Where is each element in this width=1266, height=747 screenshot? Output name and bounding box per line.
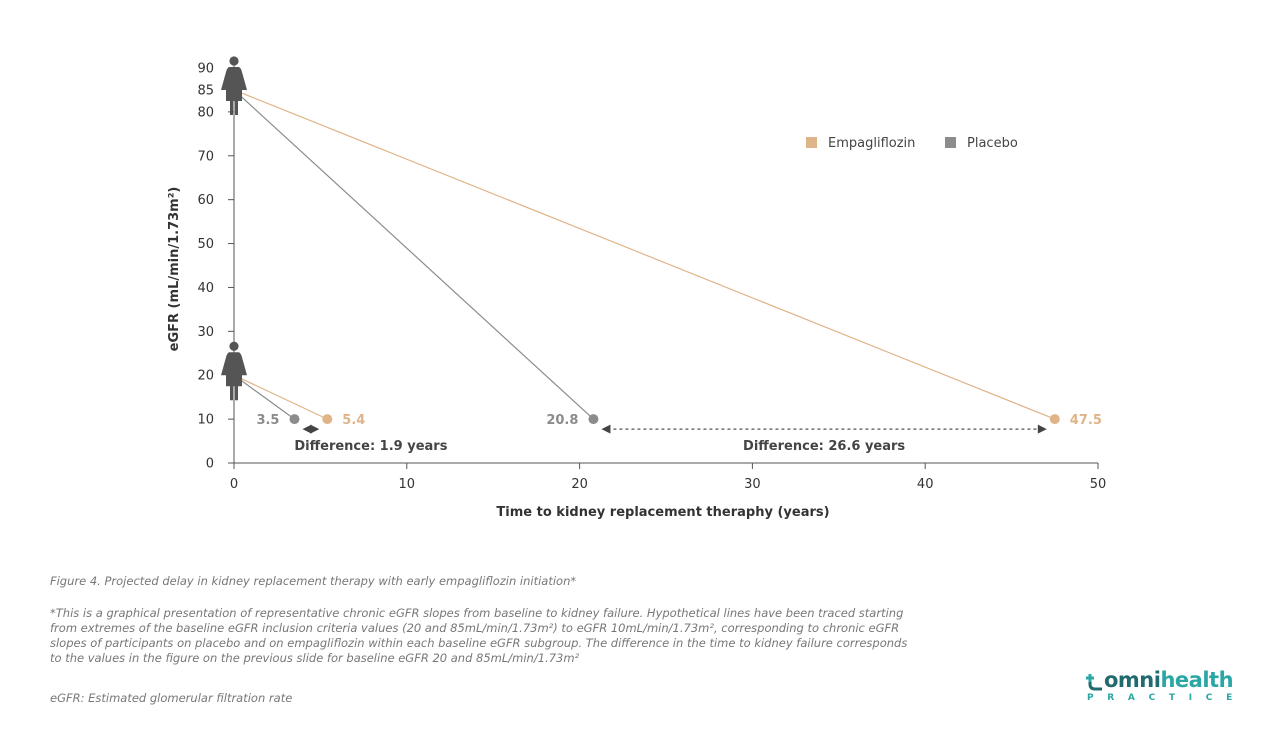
data-label: 5.4 bbox=[342, 413, 365, 428]
y-tick-label: 30 bbox=[197, 325, 214, 340]
series-line-placebo bbox=[233, 89, 594, 420]
figure-footnote: *This is a graphical presentation of rep… bbox=[50, 606, 908, 665]
data-label: 3.5 bbox=[256, 413, 279, 428]
x-tick-label: 40 bbox=[917, 477, 934, 492]
axes bbox=[228, 64, 1099, 469]
logo-wordmark: omnihealth bbox=[1104, 668, 1234, 692]
y-tick-label: 20 bbox=[197, 369, 214, 384]
y-tick-label: 40 bbox=[197, 281, 214, 296]
y-axis-title: eGFR (mL/min/1.73m²) bbox=[167, 187, 182, 352]
y-tick-label: 60 bbox=[197, 193, 214, 208]
y-tick-label: 50 bbox=[197, 237, 214, 252]
figure-caption: Figure 4. Projected delay in kidney repl… bbox=[50, 574, 577, 588]
x-tick-label: 50 bbox=[1090, 477, 1107, 492]
series-line-empagliflozin bbox=[233, 89, 1056, 420]
y-tick-label: 0 bbox=[206, 457, 214, 472]
arrow-head-left bbox=[601, 424, 611, 434]
annotations: Difference: 1.9 years Difference: 26.6 ye… bbox=[294, 424, 1047, 454]
arrow-head-right bbox=[1037, 424, 1047, 434]
y-tick-label: 10 bbox=[197, 413, 214, 428]
data-point bbox=[289, 414, 300, 425]
x-tick-label: 30 bbox=[744, 477, 761, 492]
x-tick-label: 0 bbox=[230, 477, 238, 492]
difference-label: Difference: 1.9 years bbox=[294, 439, 447, 454]
legend-swatch-placebo bbox=[945, 137, 956, 148]
logo-subtitle: PRACTICE bbox=[1087, 693, 1246, 703]
x-tick-label: 10 bbox=[399, 477, 416, 492]
data-label: 20.8 bbox=[546, 413, 578, 428]
arrow-head-left bbox=[302, 424, 312, 434]
legend-label-placebo: Placebo bbox=[967, 136, 1018, 151]
logo-mark-icon bbox=[1086, 674, 1102, 691]
series-lines bbox=[233, 89, 1056, 420]
series-line-placebo bbox=[233, 374, 295, 420]
data-label: 47.5 bbox=[1070, 413, 1102, 428]
difference-label: Difference: 26.6 years bbox=[743, 439, 905, 454]
data-point bbox=[588, 414, 599, 425]
y-tick-label: 70 bbox=[197, 149, 214, 164]
x-tick-label: 20 bbox=[571, 477, 588, 492]
legend-swatch-empagliflozin bbox=[806, 137, 817, 148]
abbreviation-note: eGFR: Estimated glomerular filtration ra… bbox=[50, 691, 293, 705]
arrow-head-right bbox=[310, 424, 320, 434]
data-point bbox=[322, 414, 333, 425]
data-point bbox=[1049, 414, 1060, 425]
omnihealth-logo: omnihealth PRACTICE bbox=[1086, 668, 1234, 708]
legend-label-empagliflozin: Empagliflozin bbox=[828, 136, 915, 151]
x-axis-title: Time to kidney replacement theraphy (yea… bbox=[496, 505, 829, 520]
legend: Empagliflozin Placebo bbox=[806, 136, 1018, 151]
series-line-empagliflozin bbox=[233, 374, 328, 420]
chart: 0 10 20 30 40 50 60 70 80 85 90 0 10 20 30 40 50 3.5 5.4 2… bbox=[167, 56, 1106, 520]
y-tick-label: 90 bbox=[197, 62, 214, 77]
y-tick-label: 85 bbox=[197, 83, 214, 98]
y-tick-label: 80 bbox=[197, 105, 214, 120]
data-points: 3.5 5.4 20.8 47.5 bbox=[256, 413, 1101, 428]
tick-labels: 0 10 20 30 40 50 60 70 80 85 90 0 10 20 30 40 50 bbox=[197, 62, 1106, 493]
